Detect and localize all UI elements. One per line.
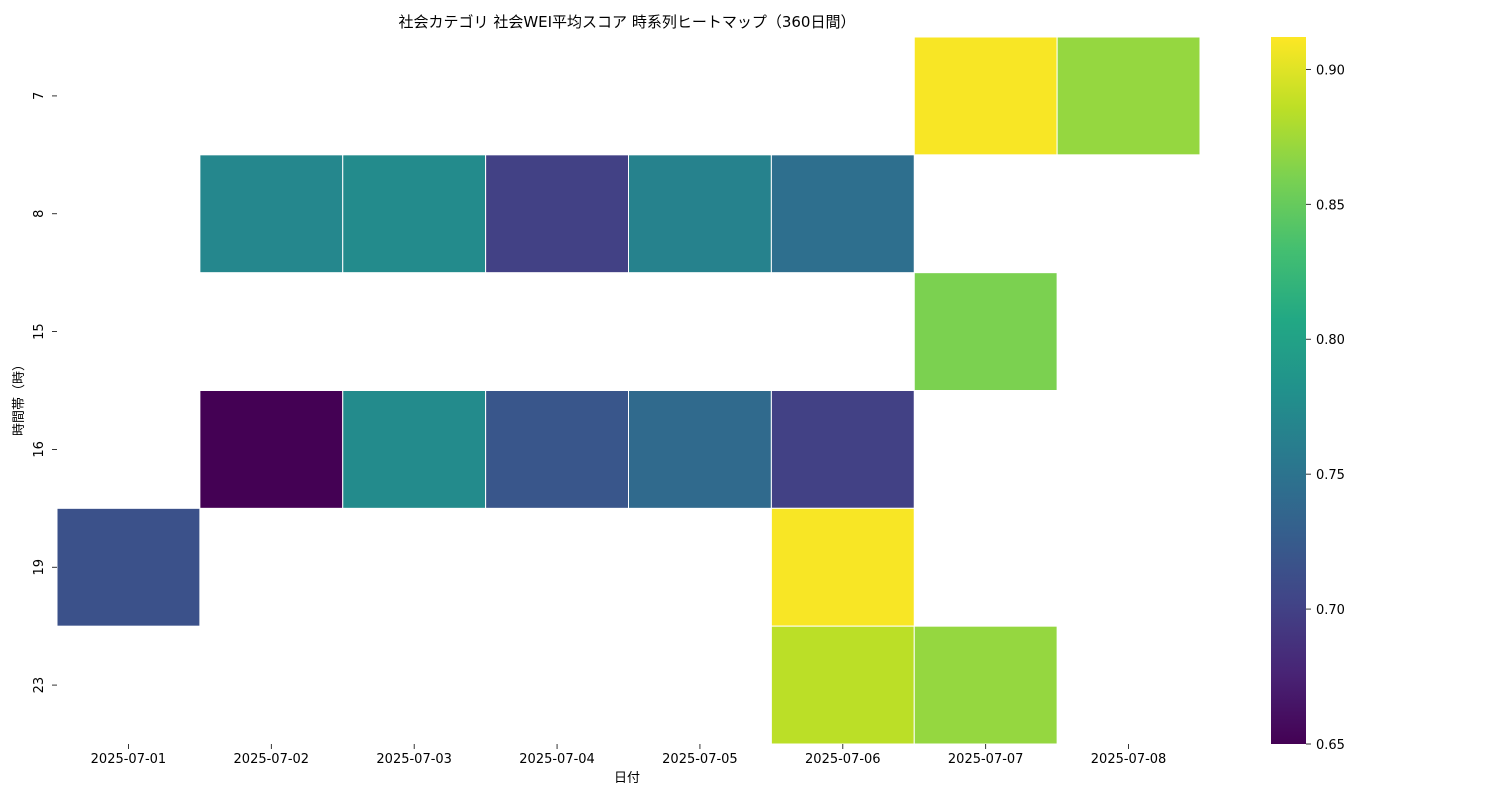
colorbar-ticks: 0.65 0.70 0.75 0.80 0.85 0.90 [1306,63,1345,753]
colorbar-tick-label: 0.90 [1316,63,1345,78]
colorbar-tick-label: 0.65 [1316,738,1345,753]
y-tick-label: 16 [32,441,47,458]
colorbar-tick-label: 0.80 [1316,333,1345,348]
heatmap-cell [628,154,772,274]
y-axis-ticks: 7 8 15 16 19 23 [32,92,57,694]
y-tick-label: 15 [32,323,47,340]
heatmap-cell [342,154,487,274]
heatmap-cell [913,625,1058,745]
heatmap-cells [56,36,1201,745]
heatmap-cell [56,507,201,627]
heatmap-cell [485,154,629,274]
heatmap-cell [913,36,1058,156]
heatmap-cell [770,507,915,627]
y-tick-label: 19 [32,559,47,576]
x-axis-ticks: 2025-07-01 2025-07-02 2025-07-03 2025-07-04… [91,744,1167,767]
x-tick-label: 2025-07-03 [376,752,452,767]
x-tick-label: 2025-07-01 [91,752,167,767]
colorbar-tick-label: 0.75 [1316,468,1345,483]
heatmap-cell [770,390,915,509]
x-tick-label: 2025-07-05 [662,752,738,767]
heatmap-cell [199,154,344,274]
x-tick-label: 2025-07-07 [948,752,1024,767]
heatmap-cell [199,390,344,509]
x-tick-label: 2025-07-04 [519,752,595,767]
x-axis-label: 日付 [614,771,640,786]
heatmap-cell [485,390,629,509]
heatmap-cell [770,625,915,745]
colorbar-tick-label: 0.85 [1316,198,1345,213]
heatmap-cell [770,154,915,274]
y-tick-label: 23 [32,677,47,694]
chart-title: 社会カテゴリ 社会WEI平均スコア 時系列ヒートマップ（360日間） [399,13,856,31]
colorbar [1271,37,1306,744]
y-tick-label: 7 [32,92,47,100]
x-tick-label: 2025-07-02 [234,752,310,767]
heatmap-cell [342,390,487,509]
heatmap-cell [913,272,1058,391]
x-tick-label: 2025-07-08 [1091,752,1167,767]
heatmap-cell [1056,36,1201,156]
heatmap-cell [628,390,772,509]
y-axis-label: 時間帯（時） [12,358,27,436]
colorbar-tick-label: 0.70 [1316,603,1345,618]
x-tick-label: 2025-07-06 [805,752,881,767]
y-tick-label: 8 [32,210,47,218]
